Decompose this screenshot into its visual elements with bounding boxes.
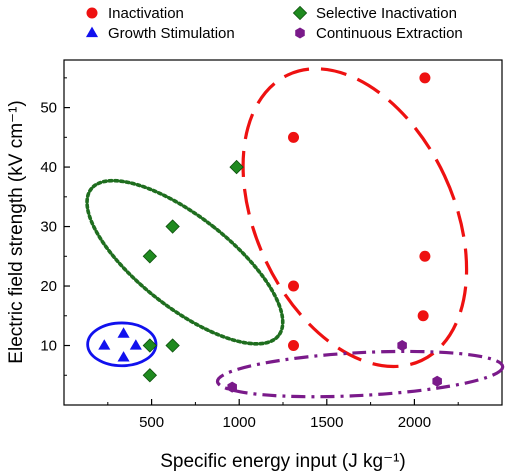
inactivation-legend-label: Inactivation	[108, 5, 184, 22]
group-ellipses	[85, 67, 505, 399]
continuous-extraction-point	[227, 381, 237, 393]
data-points	[98, 72, 442, 393]
inactivation-legend-marker	[86, 7, 98, 19]
selective-inactivation-legend-marker	[292, 5, 308, 21]
y-tick-label: 50	[40, 100, 57, 117]
growth-stimulation-point	[98, 339, 111, 350]
inactivation-point	[417, 310, 429, 322]
continuous-extraction-ellipse	[215, 349, 505, 399]
y-tick-label: 10	[40, 338, 57, 355]
legend: Inactivation Growth Stimulation Selective …	[85, 5, 463, 42]
growth-stimulation-point	[117, 327, 130, 338]
plot-area	[63, 59, 503, 406]
x-axis-label: Specific energy input (J kg⁻¹)	[160, 451, 406, 472]
inactivation-point	[288, 340, 300, 352]
growth-stimulation-legend-marker	[85, 26, 99, 38]
inactivation-point	[288, 280, 300, 292]
x-tick-label: 2000	[398, 414, 431, 431]
continuous-extraction-point	[432, 375, 442, 387]
x-tick-label: 1000	[223, 414, 256, 431]
continuous-extraction-point	[397, 340, 407, 352]
y-axis: 10 20 30 40 50	[40, 77, 70, 376]
growth-stimulation-point	[129, 339, 142, 350]
inactivation-point	[419, 72, 431, 84]
y-tick-label: 30	[40, 219, 57, 236]
selective-inactivation-point	[165, 219, 180, 234]
y-tick-label: 20	[40, 278, 57, 295]
selective-inactivation-point	[142, 249, 158, 264]
selective-inactivation-ellipse	[85, 178, 285, 346]
continuous-extraction-legend-marker	[295, 27, 305, 39]
x-axis: 500 1000 1500 2000	[107, 399, 459, 431]
x-tick-label: 1500	[310, 414, 343, 431]
selective-inactivation-point	[142, 338, 158, 353]
selective-inactivation-point	[142, 368, 158, 383]
growth-stimulation-point	[117, 351, 130, 362]
inactivation-point	[288, 131, 300, 143]
inactivation-ellipse	[241, 67, 469, 369]
selective-inactivation-legend-label: Selective Inactivation	[316, 5, 457, 22]
selective-inactivation-point	[165, 338, 180, 353]
selective-inactivation-point	[229, 159, 244, 175]
x-tick-label: 500	[139, 414, 164, 431]
growth-stimulation-legend-label: Growth Stimulation	[108, 25, 235, 42]
growth-stimulation-ellipse	[86, 321, 158, 368]
continuous-extraction-legend-label: Continuous Extraction	[316, 25, 463, 42]
y-tick-label: 40	[40, 159, 57, 176]
inactivation-point	[419, 250, 431, 262]
y-axis-label: Electric field strength (kV cm⁻¹)	[6, 100, 27, 363]
